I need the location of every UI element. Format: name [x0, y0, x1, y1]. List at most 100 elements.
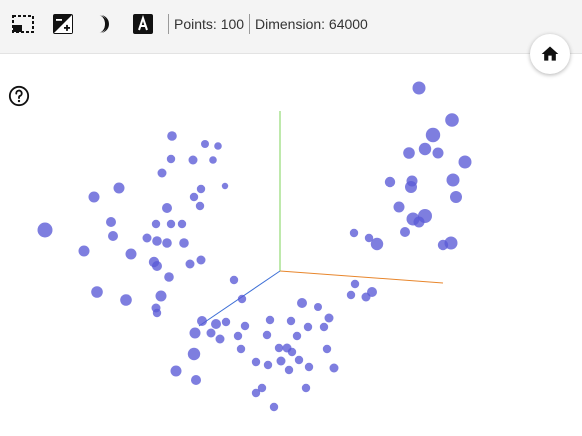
data-point[interactable] [152, 308, 162, 318]
data-point[interactable] [142, 233, 152, 243]
data-point[interactable] [214, 142, 222, 150]
select-region-icon[interactable] [11, 12, 35, 36]
data-point[interactable] [187, 347, 201, 361]
data-point[interactable] [195, 201, 205, 211]
data-point[interactable] [413, 216, 425, 228]
data-point[interactable] [157, 168, 167, 178]
data-point[interactable] [188, 155, 198, 165]
data-point[interactable] [229, 275, 239, 285]
data-point[interactable] [215, 334, 225, 344]
scatter-3d-canvas[interactable] [0, 55, 582, 436]
data-point[interactable] [191, 375, 201, 385]
dark-mode-icon[interactable] [91, 12, 115, 36]
data-point[interactable] [284, 365, 294, 375]
data-point[interactable] [269, 402, 279, 412]
data-point[interactable] [206, 328, 216, 338]
data-point[interactable] [263, 360, 273, 370]
data-point[interactable] [185, 259, 195, 269]
data-point[interactable] [162, 203, 172, 213]
data-point[interactable] [297, 298, 307, 308]
data-point[interactable] [197, 316, 207, 326]
data-point[interactable] [367, 287, 377, 297]
data-point[interactable] [108, 231, 118, 241]
data-point[interactable] [164, 272, 174, 282]
data-point[interactable] [152, 236, 162, 246]
data-point[interactable] [167, 131, 177, 141]
x-axis-line [279, 270, 444, 284]
data-point[interactable] [444, 236, 458, 250]
data-point[interactable] [350, 279, 360, 289]
data-point[interactable] [189, 192, 199, 202]
data-point[interactable] [106, 217, 116, 227]
data-point[interactable] [240, 321, 250, 331]
data-point[interactable] [120, 294, 132, 306]
data-point[interactable] [237, 294, 247, 304]
data-point[interactable] [221, 182, 229, 190]
data-point[interactable] [152, 261, 162, 271]
data-point[interactable] [294, 355, 304, 365]
exposure-icon[interactable] [51, 12, 75, 36]
data-point[interactable] [384, 176, 396, 188]
data-point[interactable] [319, 322, 329, 332]
data-point[interactable] [329, 363, 339, 373]
data-point[interactable] [322, 344, 332, 354]
data-point[interactable] [155, 290, 167, 302]
data-point[interactable] [236, 344, 246, 354]
data-point[interactable] [201, 140, 209, 148]
help-button[interactable] [8, 85, 30, 107]
data-point[interactable] [170, 365, 182, 377]
data-point[interactable] [314, 303, 322, 311]
data-point[interactable] [88, 191, 100, 203]
data-point[interactable] [412, 81, 426, 95]
data-point[interactable] [221, 317, 231, 327]
data-point[interactable] [301, 383, 311, 393]
data-point[interactable] [445, 113, 459, 127]
data-point[interactable] [91, 286, 103, 298]
data-point[interactable] [274, 343, 284, 353]
data-point[interactable] [162, 238, 172, 248]
data-point[interactable] [233, 331, 243, 341]
data-point[interactable] [425, 127, 441, 143]
data-point[interactable] [346, 290, 356, 300]
data-point[interactable] [196, 184, 206, 194]
data-point[interactable] [403, 147, 415, 159]
data-point[interactable] [78, 245, 90, 257]
data-point[interactable] [418, 142, 432, 156]
data-point[interactable] [286, 316, 296, 326]
data-point[interactable] [166, 219, 176, 229]
data-point[interactable] [179, 238, 189, 248]
data-point[interactable] [113, 182, 125, 194]
data-point[interactable] [125, 248, 137, 260]
data-point[interactable] [349, 228, 359, 238]
data-point[interactable] [251, 388, 261, 398]
data-point[interactable] [446, 173, 460, 187]
data-point[interactable] [37, 222, 53, 238]
data-point[interactable] [364, 233, 374, 243]
data-point[interactable] [151, 219, 161, 229]
data-point[interactable] [458, 155, 472, 169]
data-point[interactable] [251, 357, 261, 367]
data-point[interactable] [196, 255, 206, 265]
data-point[interactable] [166, 154, 176, 164]
data-point[interactable] [265, 315, 275, 325]
data-point[interactable] [257, 383, 267, 393]
data-point[interactable] [432, 147, 444, 159]
home-button[interactable] [530, 34, 570, 74]
data-point[interactable] [209, 156, 217, 164]
data-point[interactable] [287, 347, 297, 357]
data-point[interactable] [450, 191, 462, 203]
data-point[interactable] [304, 362, 314, 372]
text-label-icon[interactable] [131, 12, 155, 36]
data-point[interactable] [292, 331, 302, 341]
data-point[interactable] [262, 330, 272, 340]
data-point[interactable] [189, 327, 201, 339]
data-point[interactable] [177, 219, 187, 229]
data-point[interactable] [400, 227, 410, 237]
data-point[interactable] [276, 356, 286, 366]
data-point[interactable] [303, 322, 313, 332]
data-point[interactable] [370, 237, 384, 251]
data-point[interactable] [211, 319, 221, 329]
data-point[interactable] [324, 313, 334, 323]
data-point[interactable] [405, 181, 417, 193]
data-point[interactable] [393, 201, 405, 213]
